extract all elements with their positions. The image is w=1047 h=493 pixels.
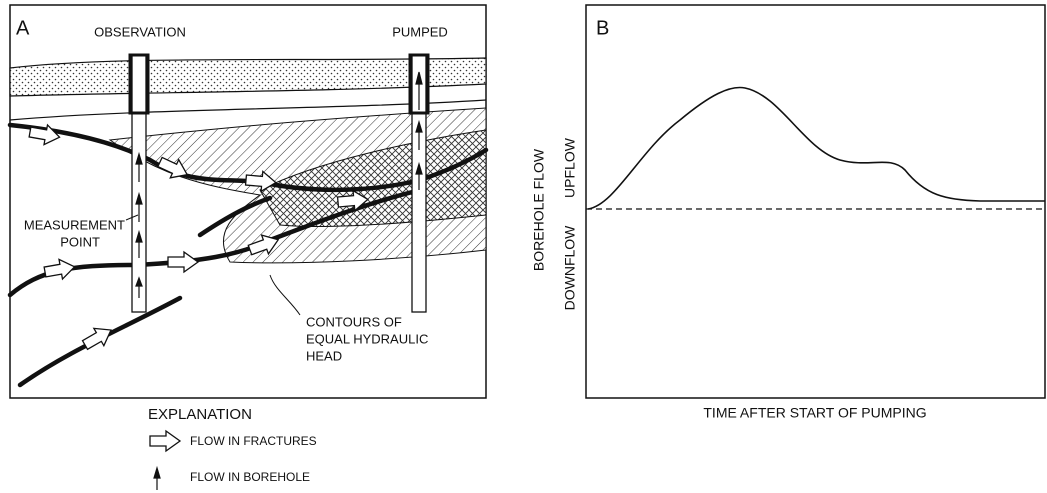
- panel-b-frame: [585, 4, 1046, 399]
- flow-curve: [587, 86, 1045, 210]
- x-axis-label: TIME AFTER START OF PUMPING: [703, 405, 926, 421]
- borehole-flow-arrows: [135, 71, 423, 298]
- well-label: OBSERVATION: [94, 24, 186, 39]
- legend-borehole-arrow: [153, 465, 161, 490]
- fracture-flow-arrow: [247, 234, 280, 256]
- contours-label: HEAD: [306, 348, 342, 363]
- measurement-label: POINT: [60, 234, 100, 249]
- fracture-flow-arrow: [336, 189, 369, 212]
- measurement-label: MEASUREMENT: [24, 217, 125, 232]
- legend-fracture-arrow: [149, 429, 182, 453]
- contours-label: EQUAL HYDRAULIC: [306, 331, 428, 346]
- well-label: PUMPED: [392, 24, 448, 39]
- fracture: [197, 195, 273, 238]
- fracture-flow-arrow: [28, 123, 61, 146]
- panel-label: B: [596, 17, 609, 39]
- fracture-flow-arrow: [244, 170, 277, 193]
- well-casing: [128, 53, 150, 115]
- fracture-flow-arrow: [81, 327, 112, 351]
- panel-label: A: [16, 17, 30, 39]
- fracture-flow-arrow: [167, 250, 200, 274]
- observation-well: [131, 54, 147, 313]
- fracture-flow-arrow: [43, 258, 76, 281]
- leader-line: [269, 274, 301, 316]
- contours-label: CONTOURS OF: [306, 314, 402, 329]
- explanation-title: EXPLANATION: [148, 406, 252, 423]
- downflow-label: DOWNFLOW: [562, 225, 578, 311]
- fracture-flow-arrow: [157, 156, 189, 179]
- head-contour-inner: [259, 129, 487, 228]
- well-casing: [408, 53, 430, 115]
- y-axis-label: BOREHOLE FLOW: [531, 148, 547, 271]
- upflow-label: UPFLOW: [562, 137, 578, 198]
- legend-text: FLOW IN BOREHOLE: [190, 470, 310, 484]
- legend-text: FLOW IN FRACTURES: [190, 434, 317, 448]
- leader-line: [125, 214, 139, 221]
